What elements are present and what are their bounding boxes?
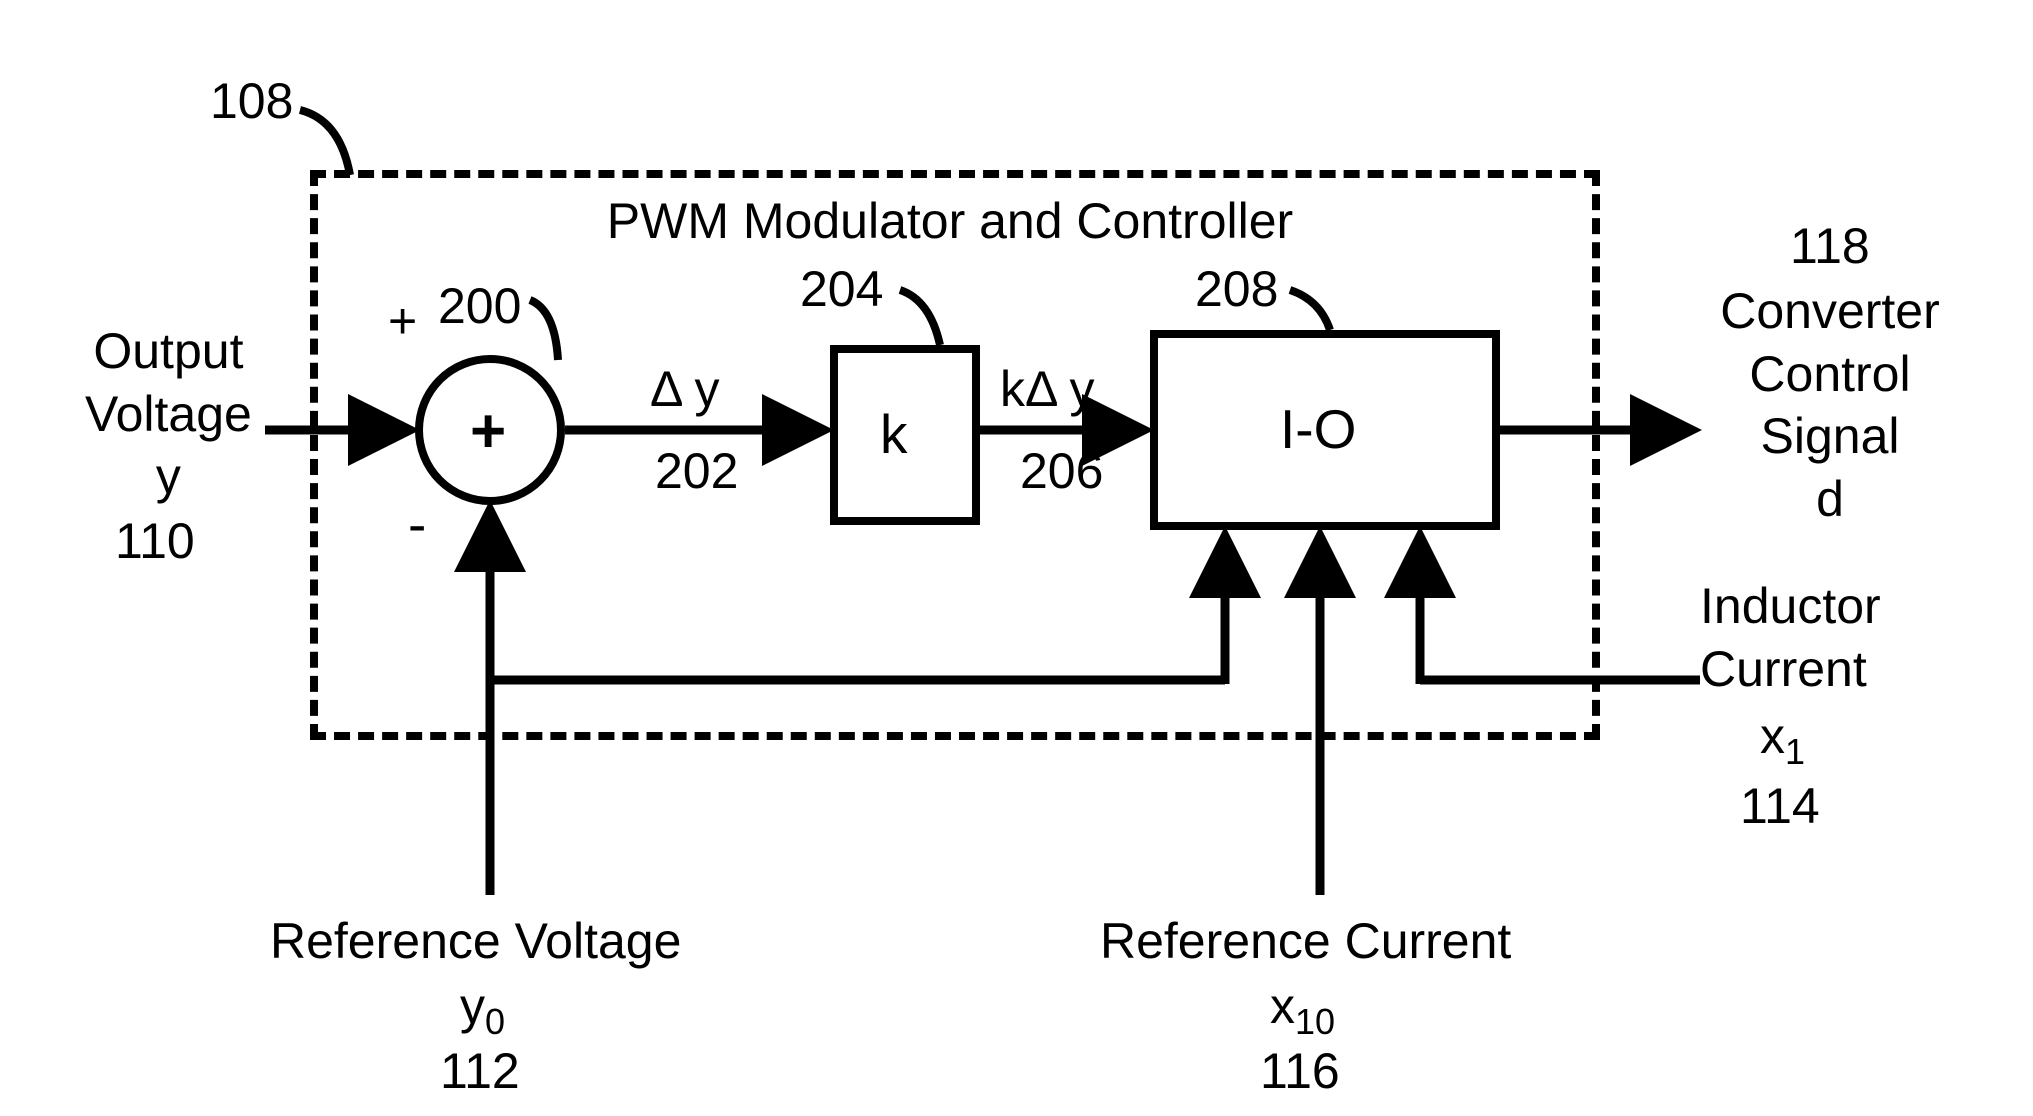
ref-current-symbol: x10 bbox=[1270, 975, 1335, 1044]
ref-116: 116 bbox=[1260, 1040, 1340, 1103]
signal-kdy-label: kΔ y bbox=[1000, 358, 1095, 421]
inductor-current-label: Inductor Current bbox=[1700, 575, 1881, 700]
ref-202: 202 bbox=[655, 440, 738, 503]
ref-voltage-symbol: y0 bbox=[460, 975, 505, 1044]
inductor-current-symbol: x1 bbox=[1760, 705, 1805, 774]
ref-208: 208 bbox=[1195, 258, 1278, 321]
ref-206: 206 bbox=[1020, 440, 1103, 503]
ref-current-label: Reference Current bbox=[1100, 910, 1511, 973]
ref-200: 200 bbox=[438, 275, 521, 338]
ref-112: 112 bbox=[440, 1040, 520, 1103]
ref-110: 110 bbox=[115, 510, 195, 573]
ref-118: 118 bbox=[1790, 215, 1870, 278]
ref-voltage-label: Reference Voltage bbox=[270, 910, 681, 973]
container-title: PWM Modulator and Controller bbox=[560, 190, 1340, 253]
io-block-label: I-O bbox=[1280, 395, 1356, 464]
ref-108: 108 bbox=[210, 70, 293, 133]
ref-114: 114 bbox=[1740, 775, 1820, 838]
input-voltage-label: Output Voltage y bbox=[85, 320, 252, 508]
output-signal-label: Converter Control Signal d bbox=[1680, 280, 1980, 530]
summer-plus-center: + bbox=[470, 393, 506, 471]
signal-dy-label: Δ y bbox=[650, 358, 720, 421]
summer-minus: - bbox=[408, 490, 426, 559]
summer-plus-top: + bbox=[388, 290, 417, 353]
gain-block-label: k bbox=[880, 400, 908, 469]
ref-204: 204 bbox=[800, 258, 883, 321]
diagram-canvas: PWM Modulator and Controller 108 + + - 2… bbox=[0, 0, 2033, 1116]
